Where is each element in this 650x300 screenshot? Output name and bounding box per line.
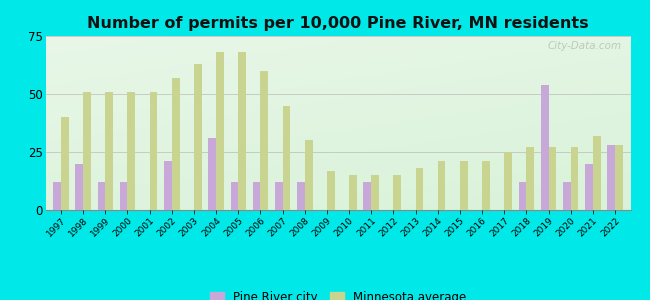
Bar	[305, 140, 313, 210]
Bar	[75, 164, 83, 210]
Bar	[593, 136, 601, 210]
Bar	[209, 138, 216, 210]
Bar	[327, 171, 335, 210]
Bar	[460, 161, 467, 210]
Bar	[261, 71, 268, 210]
Title: Number of permits per 10,000 Pine River, MN residents: Number of permits per 10,000 Pine River,…	[87, 16, 589, 31]
Bar	[216, 52, 224, 210]
Bar	[61, 117, 69, 210]
Legend: Pine River city, Minnesota average: Pine River city, Minnesota average	[205, 286, 471, 300]
Bar	[127, 92, 135, 210]
Bar	[541, 85, 549, 210]
Bar	[53, 182, 61, 210]
Bar	[172, 78, 179, 210]
Bar	[526, 147, 534, 210]
Bar	[563, 182, 571, 210]
Bar	[239, 52, 246, 210]
Bar	[607, 145, 615, 210]
Bar	[371, 175, 379, 210]
Bar	[363, 182, 371, 210]
Bar	[349, 175, 357, 210]
Bar	[504, 152, 512, 210]
Bar	[393, 175, 401, 210]
Text: City-Data.com: City-Data.com	[547, 41, 621, 51]
Bar	[615, 145, 623, 210]
Bar	[83, 92, 91, 210]
Bar	[194, 64, 202, 210]
Bar	[283, 106, 291, 210]
Bar	[437, 161, 445, 210]
Bar	[253, 182, 261, 210]
Bar	[571, 147, 578, 210]
Bar	[415, 168, 423, 210]
Bar	[164, 161, 172, 210]
Bar	[549, 147, 556, 210]
Bar	[519, 182, 526, 210]
Bar	[98, 182, 105, 210]
Bar	[482, 161, 490, 210]
Bar	[120, 182, 127, 210]
Bar	[231, 182, 239, 210]
Bar	[297, 182, 305, 210]
Bar	[275, 182, 283, 210]
Bar	[585, 164, 593, 210]
Bar	[150, 92, 157, 210]
Bar	[105, 92, 113, 210]
